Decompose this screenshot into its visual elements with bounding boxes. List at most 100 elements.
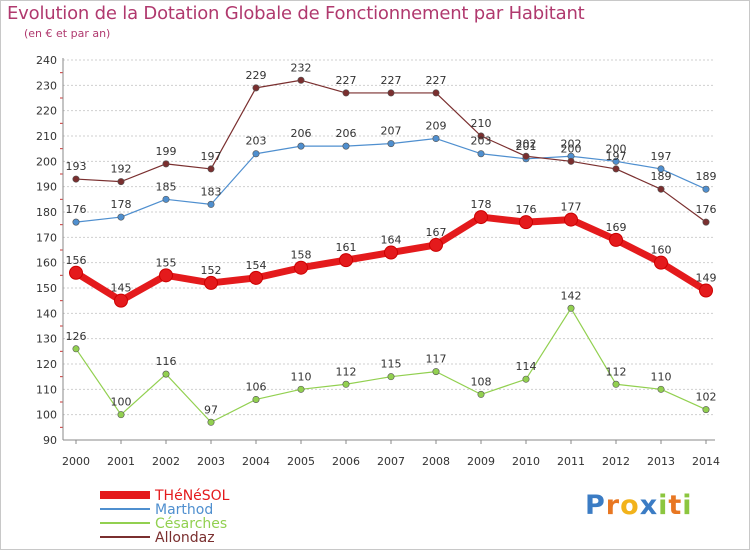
y-tick-label: 220: [36, 105, 57, 118]
data-label: 100: [111, 396, 132, 409]
data-label: 142: [561, 289, 582, 302]
logo-letter: P: [585, 490, 606, 521]
data-label: 197: [651, 150, 672, 163]
data-point: [114, 293, 128, 308]
chart-subtitle: (en € et par an): [24, 27, 111, 40]
y-tick-label: 170: [36, 231, 57, 244]
y-tick-label: 200: [36, 155, 57, 168]
data-point: [387, 140, 395, 148]
data-label: 145: [111, 282, 132, 295]
data-label: 229: [246, 69, 267, 82]
data-point: [339, 253, 353, 268]
data-point: [387, 89, 395, 97]
y-tick-label: 210: [36, 130, 57, 143]
data-label: 177: [561, 201, 582, 214]
logo-letter: x: [639, 490, 659, 521]
data-label: 110: [291, 370, 312, 383]
data-label: 115: [381, 358, 402, 371]
y-tick-label: 230: [36, 79, 57, 92]
data-point: [204, 275, 218, 290]
data-label: 178: [111, 198, 132, 211]
logo-letter: i: [658, 490, 669, 521]
y-tick-label: 110: [36, 383, 57, 396]
legend-entry: Marthod: [155, 502, 213, 518]
y-tick-label: 240: [36, 54, 57, 67]
data-label: 192: [111, 163, 132, 176]
x-tick-label: 2003: [197, 455, 225, 468]
data-label: 203: [246, 135, 267, 148]
data-label: 203: [471, 135, 492, 148]
proxiti-logo: Proxiti: [585, 490, 693, 521]
data-label: 158: [291, 249, 312, 262]
data-label: 201: [516, 140, 537, 153]
data-label: 160: [651, 244, 672, 257]
data-label: 206: [336, 127, 357, 140]
data-point: [612, 380, 620, 388]
data-label: 210: [471, 117, 492, 130]
data-point: [72, 175, 80, 183]
data-point: [432, 368, 440, 376]
data-point: [657, 385, 665, 393]
data-label: 164: [381, 234, 402, 247]
data-point: [159, 268, 173, 283]
data-label: 116: [156, 355, 177, 368]
data-point: [477, 132, 485, 140]
data-point: [249, 270, 263, 285]
data-label: 209: [426, 120, 447, 133]
x-tick-label: 2005: [287, 455, 315, 468]
data-point: [477, 150, 485, 158]
y-tick-label: 150: [36, 282, 57, 295]
data-label: 176: [696, 203, 717, 216]
data-point: [117, 213, 125, 221]
logo-letter: t: [668, 490, 683, 521]
data-label: 126: [66, 330, 87, 343]
y-tick-label: 130: [36, 333, 57, 346]
data-point: [72, 218, 80, 226]
data-point: [72, 345, 80, 353]
logo-letter: o: [620, 490, 640, 521]
y-tick-label: 140: [36, 307, 57, 320]
x-tick-label: 2011: [557, 455, 585, 468]
data-label: 149: [696, 272, 717, 285]
data-label: 152: [201, 264, 222, 277]
data-point: [567, 304, 575, 312]
x-tick-label: 2006: [332, 455, 360, 468]
data-point: [522, 375, 530, 383]
data-point: [297, 76, 305, 84]
data-label: 202: [561, 137, 582, 150]
data-point: [702, 218, 710, 226]
data-point: [429, 237, 443, 252]
data-point: [297, 385, 305, 393]
data-point: [522, 152, 530, 160]
data-point: [474, 210, 488, 225]
data-label: 114: [516, 360, 537, 373]
data-label: 176: [66, 203, 87, 216]
data-point: [162, 195, 170, 203]
data-point: [609, 232, 623, 247]
data-point: [342, 142, 350, 150]
data-label: 185: [156, 180, 177, 193]
data-label: 200: [606, 142, 627, 155]
data-point: [117, 411, 125, 419]
data-label: 197: [201, 150, 222, 163]
data-label: 161: [336, 241, 357, 254]
data-label: 167: [426, 226, 447, 239]
data-label: 227: [426, 74, 447, 87]
data-point: [162, 370, 170, 378]
logo-letter: r: [605, 490, 621, 521]
data-point: [384, 245, 398, 260]
data-label: 202: [516, 137, 537, 150]
data-label: 207: [381, 125, 402, 138]
data-point: [477, 390, 485, 398]
data-point: [207, 165, 215, 173]
data-point: [207, 418, 215, 426]
data-label: 108: [471, 375, 492, 388]
data-label: 193: [66, 160, 87, 173]
data-label: 183: [201, 185, 222, 198]
data-point: [612, 157, 620, 165]
data-point: [117, 178, 125, 186]
x-tick-label: 2014: [692, 455, 720, 468]
data-point: [69, 265, 83, 280]
y-tick-label: 160: [36, 257, 57, 270]
